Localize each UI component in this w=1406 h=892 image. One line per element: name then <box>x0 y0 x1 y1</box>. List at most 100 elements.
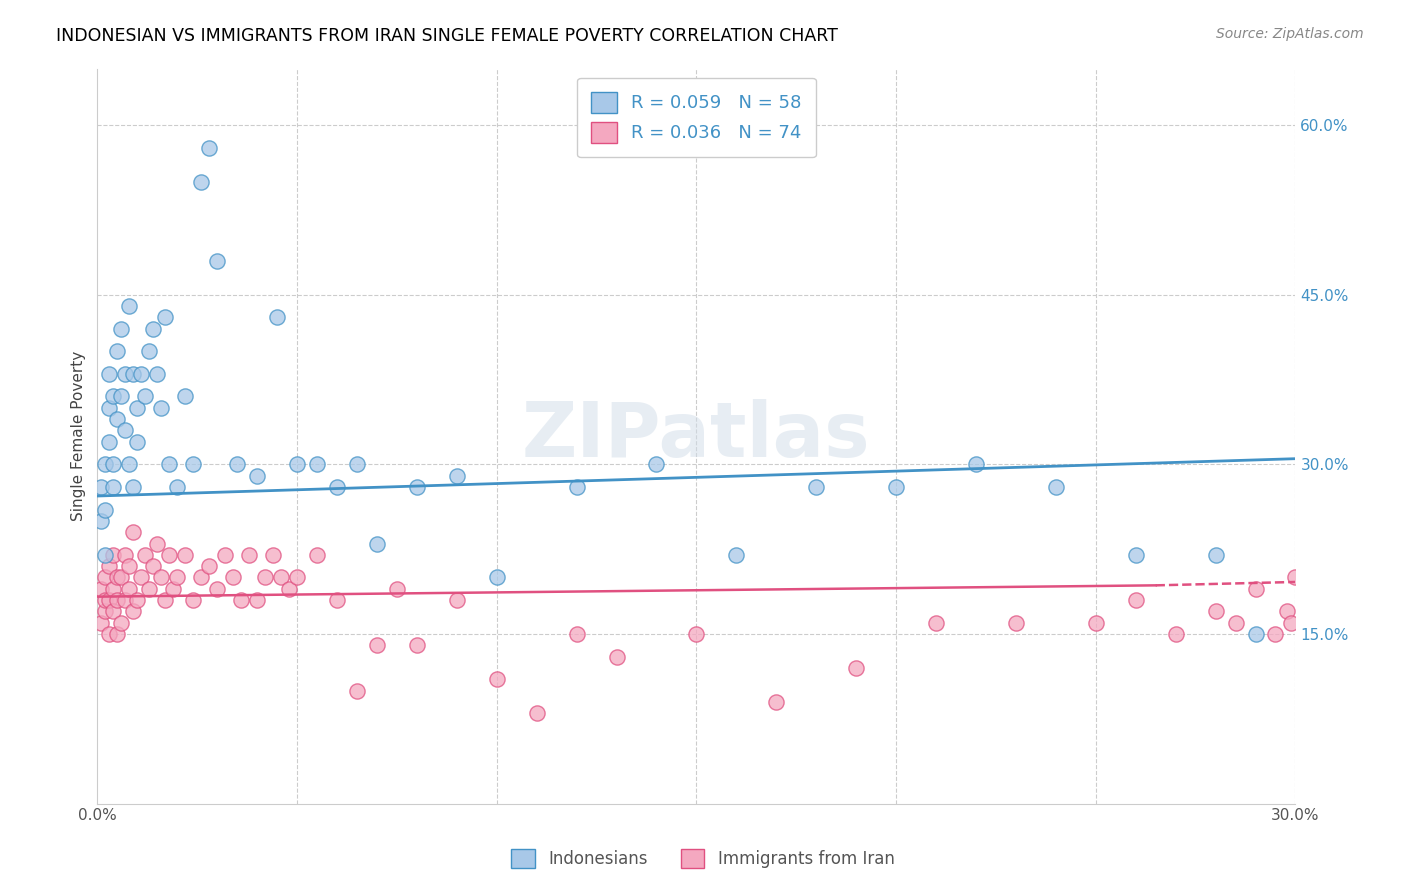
Point <box>105 593 128 607</box>
Point <box>103 548 125 562</box>
Point <box>127 593 149 607</box>
Point <box>105 627 128 641</box>
Point <box>485 570 508 584</box>
Point <box>114 593 136 607</box>
Point <box>226 458 249 472</box>
Point <box>150 401 173 415</box>
Point <box>162 582 184 596</box>
Point <box>285 458 308 472</box>
Point <box>94 593 117 607</box>
Point <box>385 582 408 596</box>
Point <box>105 570 128 584</box>
Point <box>122 480 145 494</box>
Point <box>98 627 121 641</box>
Point <box>98 559 121 574</box>
Legend: Indonesians, Immigrants from Iran: Indonesians, Immigrants from Iran <box>505 842 901 875</box>
Point <box>366 536 388 550</box>
Point <box>326 480 349 494</box>
Point <box>1005 615 1028 630</box>
Point <box>405 480 427 494</box>
Point <box>129 570 152 584</box>
Point <box>94 548 117 562</box>
Point <box>346 458 368 472</box>
Point <box>765 695 787 709</box>
Point <box>105 412 128 426</box>
Point <box>134 548 156 562</box>
Point <box>138 582 160 596</box>
Point <box>166 570 188 584</box>
Point <box>110 389 132 403</box>
Point <box>146 367 169 381</box>
Point <box>205 582 228 596</box>
Point <box>166 480 188 494</box>
Text: ZIPatlas: ZIPatlas <box>522 399 870 473</box>
Point <box>105 344 128 359</box>
Point <box>222 570 245 584</box>
Point <box>262 548 284 562</box>
Point <box>198 559 221 574</box>
Point <box>190 175 212 189</box>
Point <box>214 548 236 562</box>
Point <box>1205 604 1227 618</box>
Point <box>118 582 141 596</box>
Point <box>142 321 165 335</box>
Point <box>1264 627 1286 641</box>
Point <box>90 582 112 596</box>
Point <box>238 548 260 562</box>
Point <box>127 401 149 415</box>
Point <box>103 389 125 403</box>
Point <box>155 310 177 325</box>
Point <box>1125 593 1147 607</box>
Point <box>174 389 197 403</box>
Point <box>94 570 117 584</box>
Point <box>181 458 204 472</box>
Point <box>326 593 349 607</box>
Point <box>122 367 145 381</box>
Point <box>198 141 221 155</box>
Point <box>1244 627 1267 641</box>
Y-axis label: Single Female Poverty: Single Female Poverty <box>72 351 86 521</box>
Point <box>565 627 588 641</box>
Point <box>103 480 125 494</box>
Point <box>94 458 117 472</box>
Legend: R = 0.059   N = 58, R = 0.036   N = 74: R = 0.059 N = 58, R = 0.036 N = 74 <box>576 78 815 157</box>
Point <box>103 604 125 618</box>
Point <box>118 299 141 313</box>
Point <box>94 604 117 618</box>
Point <box>446 468 468 483</box>
Point <box>103 582 125 596</box>
Point <box>118 559 141 574</box>
Point <box>98 401 121 415</box>
Point <box>190 570 212 584</box>
Point <box>94 502 117 516</box>
Point <box>606 649 628 664</box>
Point <box>118 458 141 472</box>
Point <box>366 638 388 652</box>
Point <box>565 480 588 494</box>
Point <box>246 593 269 607</box>
Point <box>157 458 180 472</box>
Text: INDONESIAN VS IMMIGRANTS FROM IRAN SINGLE FEMALE POVERTY CORRELATION CHART: INDONESIAN VS IMMIGRANTS FROM IRAN SINGL… <box>56 27 838 45</box>
Point <box>285 570 308 584</box>
Point <box>1205 548 1227 562</box>
Point <box>405 638 427 652</box>
Point <box>98 593 121 607</box>
Point <box>685 627 707 641</box>
Point <box>155 593 177 607</box>
Point <box>142 559 165 574</box>
Point <box>446 593 468 607</box>
Point <box>884 480 907 494</box>
Point <box>146 536 169 550</box>
Point <box>114 367 136 381</box>
Point <box>110 321 132 335</box>
Point <box>305 458 328 472</box>
Point <box>254 570 277 584</box>
Point <box>174 548 197 562</box>
Point <box>205 253 228 268</box>
Point <box>127 434 149 449</box>
Point <box>98 367 121 381</box>
Point <box>965 458 987 472</box>
Point <box>278 582 301 596</box>
Point <box>1084 615 1107 630</box>
Point <box>229 593 252 607</box>
